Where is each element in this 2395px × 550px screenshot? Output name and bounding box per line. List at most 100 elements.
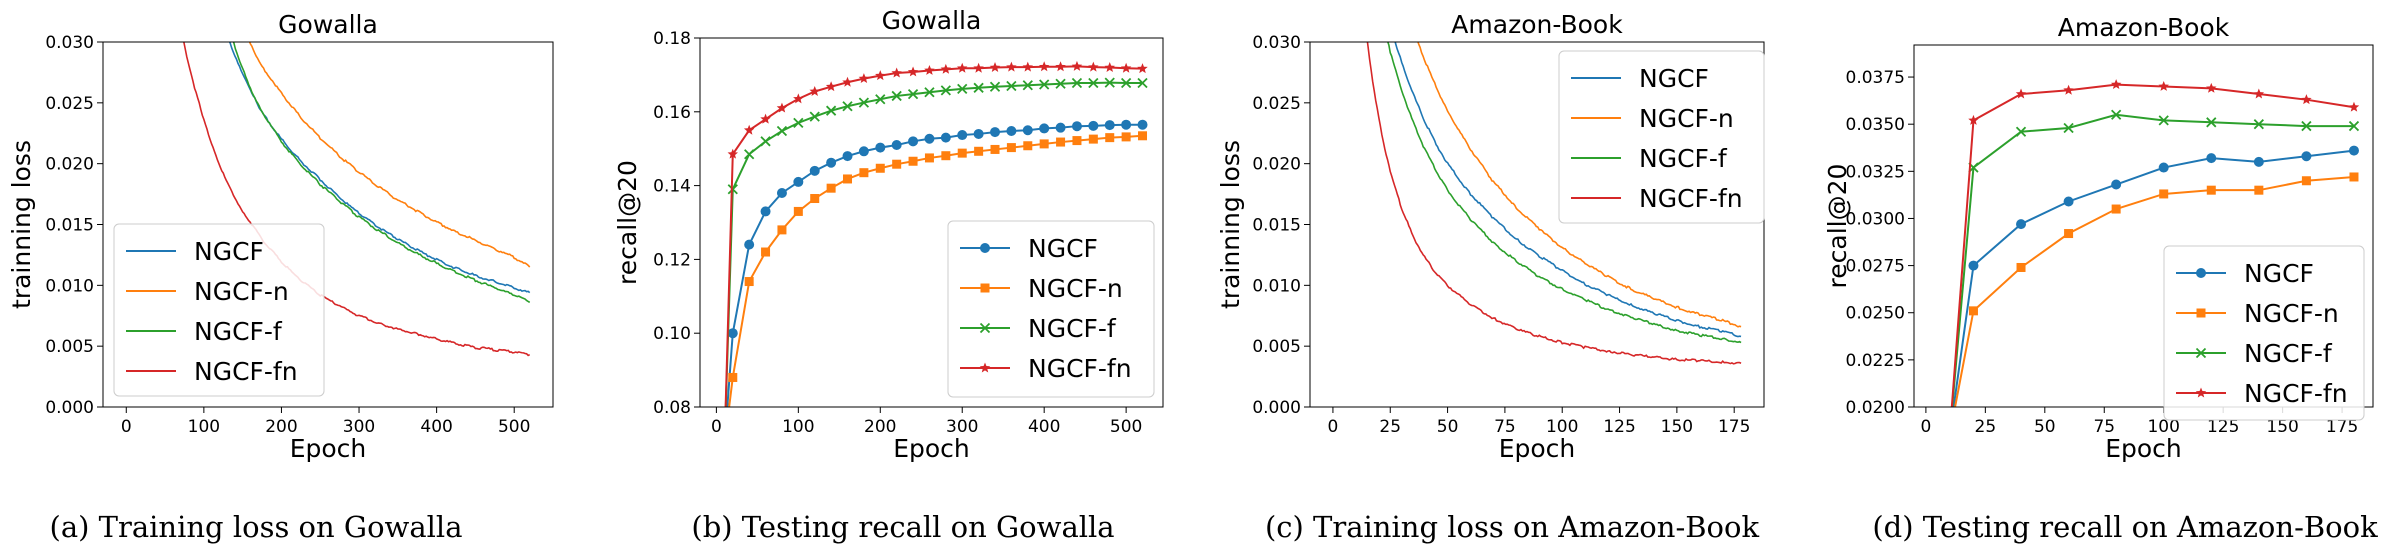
y-axis-label: recall@20: [613, 160, 642, 285]
legend-marker: [2195, 347, 2207, 359]
data-point: [973, 62, 984, 73]
data-point: [1055, 61, 1066, 72]
data-point: [2159, 189, 2169, 199]
data-point: [2158, 115, 2169, 126]
x-tick-label: 300: [343, 417, 375, 437]
data-point: [2064, 229, 2074, 239]
legend-entry: NGCF-fn: [1639, 184, 1743, 213]
x-tick-label: 25: [1379, 417, 1401, 437]
legend-entry: NGCF-f: [194, 317, 283, 346]
legend-entry: NGCF: [1639, 64, 1709, 93]
data-point: [1022, 80, 1033, 91]
data-point: [1039, 139, 1049, 149]
data-point: [908, 156, 918, 166]
legend-entry: NGCF-fn: [2244, 379, 2348, 408]
series-line-ngcf: [228, 42, 531, 294]
data-point: [2110, 79, 2122, 90]
data-point: [777, 225, 787, 235]
chart-title: Gowalla: [882, 6, 982, 35]
series-line-ngcf-n: [1417, 42, 1742, 328]
data-point: [793, 93, 804, 104]
y-tick-label: 0.025: [45, 94, 94, 114]
data-point: [2206, 117, 2217, 128]
data-point: [1120, 62, 1132, 73]
x-tick-label: 175: [2326, 417, 2358, 437]
data-point: [1120, 77, 1132, 89]
y-tick-label: 0.0250: [1846, 304, 1905, 324]
y-tick-label: 0.005: [45, 337, 94, 357]
y-tick-label: 0.030: [45, 33, 94, 53]
legend-entry: NGCF: [1028, 234, 1098, 263]
data-point: [1039, 123, 1050, 134]
data-point: [1138, 131, 1148, 141]
legend-entry: NGCF-fn: [194, 357, 298, 386]
y-tick-label: 0.010: [45, 276, 94, 296]
y-tick-label: 0.0350: [1846, 115, 1905, 135]
x-tick-label: 200: [265, 417, 297, 437]
legend-marker: [2196, 308, 2206, 318]
data-point: [2254, 185, 2264, 195]
chart-4: Amazon-Book 0 25 50 75 100 125 150 175 0.0200 0.02…: [1823, 13, 2378, 544]
figure-caption: (c) Training loss on Amazon-Book: [1265, 510, 1760, 544]
legend: NGCF NGCF-n NGCF-f NGCF-fn: [2163, 245, 2365, 421]
data-point: [974, 146, 984, 156]
data-point: [1137, 77, 1148, 89]
x-axis-label: Epoch: [2105, 434, 2182, 463]
x-tick-label: 125: [2207, 417, 2239, 437]
data-point: [2015, 88, 2027, 99]
data-point: [1022, 61, 1034, 72]
chart-title: Gowalla: [278, 10, 378, 39]
data-point: [760, 206, 771, 217]
x-tick-label: 100: [2147, 417, 2179, 437]
x-tick-label: 0: [121, 417, 132, 437]
data-point: [2253, 156, 2264, 167]
data-point: [744, 277, 754, 287]
y-tick-label: 0.18: [653, 29, 691, 49]
data-point: [842, 101, 853, 112]
data-point: [727, 328, 738, 339]
x-tick-label: 500: [498, 417, 530, 437]
legend-marker: [2195, 387, 2207, 398]
x-tick-label: 100: [782, 417, 814, 437]
data-point: [2348, 145, 2359, 156]
x-tick-label: 0: [1920, 417, 1931, 437]
legend-entry: NGCF-f: [1028, 314, 1117, 343]
data-point: [2206, 82, 2217, 93]
plot-frame: [1913, 44, 2374, 408]
chart-2: Gowalla 0 100 200 300 400 500 0.08 0.10 0.12 0.14 0…: [613, 6, 1164, 544]
data-point: [2301, 120, 2312, 132]
x-tick-label: 125: [1603, 417, 1635, 437]
data-point: [940, 63, 952, 74]
data-point: [1006, 80, 1017, 92]
data-point: [2063, 84, 2074, 95]
y-tick-label: 0.0375: [1846, 68, 1905, 88]
series-group: [1950, 79, 2360, 407]
data-point: [1006, 125, 1017, 136]
data-point: [1121, 132, 1131, 142]
data-point: [2301, 94, 2312, 105]
plot-frame: [699, 37, 1164, 408]
data-point: [1088, 134, 1098, 144]
data-point: [793, 206, 803, 216]
x-tick-label: 50: [2034, 417, 2056, 437]
x-tick-label: 300: [946, 417, 978, 437]
data-point: [743, 124, 755, 135]
data-point: [1137, 119, 1148, 130]
data-point: [842, 76, 853, 87]
data-point: [843, 174, 853, 184]
data-point: [1055, 122, 1066, 133]
data-point: [2063, 122, 2074, 134]
x-tick-label: 0: [1328, 417, 1339, 437]
y-tick-label: 0.015: [45, 216, 94, 236]
x-tick-label: 200: [864, 417, 896, 437]
data-point: [891, 90, 902, 102]
y-tick-label: 0.12: [653, 250, 691, 270]
data-point: [957, 62, 968, 73]
x-tick-label: 150: [1661, 417, 1693, 437]
data-point: [760, 113, 771, 124]
data-point: [875, 163, 885, 173]
series-line-ngcf-n: [248, 42, 531, 268]
x-tick-label: 75: [2093, 417, 2115, 437]
series-line-ngcf-fn: [1950, 83, 2355, 407]
data-point: [973, 82, 984, 93]
